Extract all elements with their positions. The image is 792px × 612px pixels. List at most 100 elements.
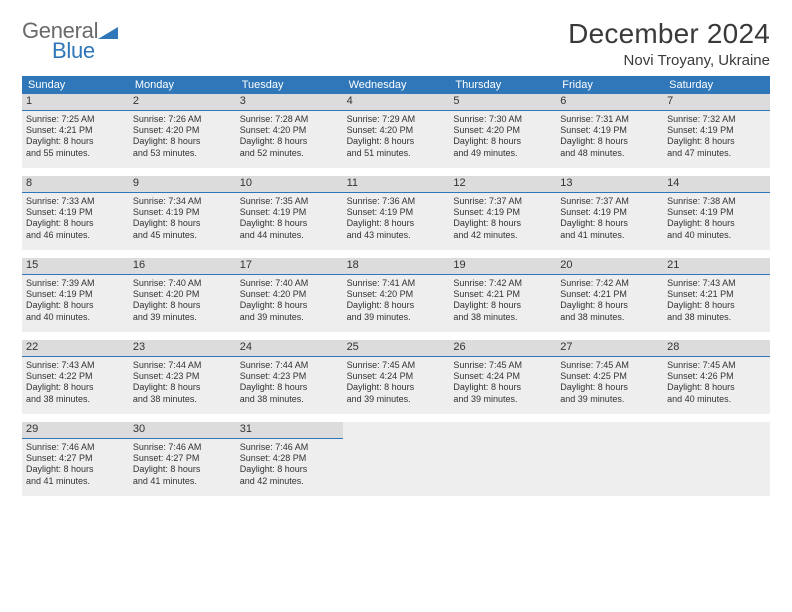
day-cell: 25Sunrise: 7:45 AMSunset: 4:24 PMDayligh… <box>343 340 450 414</box>
day1-text: Daylight: 8 hours <box>453 136 552 147</box>
day-cell: 15Sunrise: 7:39 AMSunset: 4:19 PMDayligh… <box>22 258 129 332</box>
sunset-text: Sunset: 4:19 PM <box>26 207 125 218</box>
sunrise-text: Sunrise: 7:42 AM <box>453 278 552 289</box>
day2-text: and 39 minutes. <box>560 394 659 405</box>
day-cell-empty <box>343 422 450 496</box>
day1-text: Daylight: 8 hours <box>453 218 552 229</box>
day-cell: 28Sunrise: 7:45 AMSunset: 4:26 PMDayligh… <box>663 340 770 414</box>
weekday-monday: Monday <box>129 76 236 94</box>
sunset-text: Sunset: 4:19 PM <box>667 125 766 136</box>
day-cell: 11Sunrise: 7:36 AMSunset: 4:19 PMDayligh… <box>343 176 450 250</box>
logo-text-blue: Blue <box>52 38 95 63</box>
day-number: 7 <box>663 94 770 111</box>
weeks-container: 1Sunrise: 7:25 AMSunset: 4:21 PMDaylight… <box>22 94 770 496</box>
day2-text: and 38 minutes. <box>667 312 766 323</box>
day-number: 31 <box>236 422 343 439</box>
week-row: 29Sunrise: 7:46 AMSunset: 4:27 PMDayligh… <box>22 422 770 496</box>
sunset-text: Sunset: 4:22 PM <box>26 371 125 382</box>
day2-text: and 39 minutes. <box>453 394 552 405</box>
day-number: 4 <box>343 94 450 111</box>
sunset-text: Sunset: 4:19 PM <box>667 207 766 218</box>
sunset-text: Sunset: 4:20 PM <box>347 125 446 136</box>
day1-text: Daylight: 8 hours <box>667 382 766 393</box>
sunset-text: Sunset: 4:23 PM <box>240 371 339 382</box>
day2-text: and 39 minutes. <box>347 394 446 405</box>
day-cell: 2Sunrise: 7:26 AMSunset: 4:20 PMDaylight… <box>129 94 236 168</box>
sunset-text: Sunset: 4:27 PM <box>133 453 232 464</box>
day1-text: Daylight: 8 hours <box>667 218 766 229</box>
day-number: 13 <box>556 176 663 193</box>
day-cell: 21Sunrise: 7:43 AMSunset: 4:21 PMDayligh… <box>663 258 770 332</box>
day-number: 10 <box>236 176 343 193</box>
sunset-text: Sunset: 4:19 PM <box>133 207 232 218</box>
day1-text: Daylight: 8 hours <box>240 218 339 229</box>
month-title: December 2024 <box>568 18 770 50</box>
sunset-text: Sunset: 4:24 PM <box>347 371 446 382</box>
day-cell: 23Sunrise: 7:44 AMSunset: 4:23 PMDayligh… <box>129 340 236 414</box>
day1-text: Daylight: 8 hours <box>26 300 125 311</box>
day1-text: Daylight: 8 hours <box>26 464 125 475</box>
sunrise-text: Sunrise: 7:45 AM <box>560 360 659 371</box>
day1-text: Daylight: 8 hours <box>133 300 232 311</box>
day-number: 6 <box>556 94 663 111</box>
sunset-text: Sunset: 4:19 PM <box>560 125 659 136</box>
sunrise-text: Sunrise: 7:32 AM <box>667 114 766 125</box>
day-cell: 7Sunrise: 7:32 AMSunset: 4:19 PMDaylight… <box>663 94 770 168</box>
sunset-text: Sunset: 4:20 PM <box>240 125 339 136</box>
day1-text: Daylight: 8 hours <box>347 382 446 393</box>
sunset-text: Sunset: 4:19 PM <box>26 289 125 300</box>
day-cell: 10Sunrise: 7:35 AMSunset: 4:19 PMDayligh… <box>236 176 343 250</box>
sunset-text: Sunset: 4:19 PM <box>453 207 552 218</box>
day-number: 27 <box>556 340 663 357</box>
day-number: 16 <box>129 258 236 275</box>
day-number: 9 <box>129 176 236 193</box>
day-number: 15 <box>22 258 129 275</box>
day-number: 30 <box>129 422 236 439</box>
sunset-text: Sunset: 4:24 PM <box>453 371 552 382</box>
location-label: Novi Troyany, Ukraine <box>568 52 770 69</box>
sunset-text: Sunset: 4:25 PM <box>560 371 659 382</box>
day-cell: 16Sunrise: 7:40 AMSunset: 4:20 PMDayligh… <box>129 258 236 332</box>
day2-text: and 40 minutes. <box>667 230 766 241</box>
weekday-saturday: Saturday <box>663 76 770 94</box>
logo-text: General Blue <box>22 18 118 70</box>
day-cell: 8Sunrise: 7:33 AMSunset: 4:19 PMDaylight… <box>22 176 129 250</box>
calendar-page: General Blue December 2024 Novi Troyany,… <box>0 0 792 496</box>
sunrise-text: Sunrise: 7:42 AM <box>560 278 659 289</box>
sunset-text: Sunset: 4:21 PM <box>26 125 125 136</box>
sunrise-text: Sunrise: 7:28 AM <box>240 114 339 125</box>
day1-text: Daylight: 8 hours <box>347 300 446 311</box>
day2-text: and 55 minutes. <box>26 148 125 159</box>
sunset-text: Sunset: 4:20 PM <box>240 289 339 300</box>
day2-text: and 52 minutes. <box>240 148 339 159</box>
day1-text: Daylight: 8 hours <box>133 218 232 229</box>
sunrise-text: Sunrise: 7:30 AM <box>453 114 552 125</box>
day-cell: 18Sunrise: 7:41 AMSunset: 4:20 PMDayligh… <box>343 258 450 332</box>
day1-text: Daylight: 8 hours <box>133 382 232 393</box>
day-cell-empty <box>449 422 556 496</box>
day-cell: 26Sunrise: 7:45 AMSunset: 4:24 PMDayligh… <box>449 340 556 414</box>
day2-text: and 39 minutes. <box>347 312 446 323</box>
sunrise-text: Sunrise: 7:45 AM <box>667 360 766 371</box>
day-cell: 9Sunrise: 7:34 AMSunset: 4:19 PMDaylight… <box>129 176 236 250</box>
weekday-wednesday: Wednesday <box>343 76 450 94</box>
day1-text: Daylight: 8 hours <box>453 300 552 311</box>
day2-text: and 42 minutes. <box>453 230 552 241</box>
day2-text: and 38 minutes. <box>133 394 232 405</box>
sunset-text: Sunset: 4:19 PM <box>240 207 339 218</box>
sunrise-text: Sunrise: 7:29 AM <box>347 114 446 125</box>
day-cell: 24Sunrise: 7:44 AMSunset: 4:23 PMDayligh… <box>236 340 343 414</box>
logo: General Blue <box>22 18 118 70</box>
weekday-tuesday: Tuesday <box>236 76 343 94</box>
day-number: 2 <box>129 94 236 111</box>
sunrise-text: Sunrise: 7:41 AM <box>347 278 446 289</box>
day2-text: and 39 minutes. <box>240 312 339 323</box>
day-number: 5 <box>449 94 556 111</box>
day-cell-empty <box>663 422 770 496</box>
sunset-text: Sunset: 4:19 PM <box>560 207 659 218</box>
day2-text: and 47 minutes. <box>667 148 766 159</box>
sunrise-text: Sunrise: 7:44 AM <box>133 360 232 371</box>
day1-text: Daylight: 8 hours <box>560 382 659 393</box>
sunrise-text: Sunrise: 7:37 AM <box>453 196 552 207</box>
week-row: 1Sunrise: 7:25 AMSunset: 4:21 PMDaylight… <box>22 94 770 168</box>
